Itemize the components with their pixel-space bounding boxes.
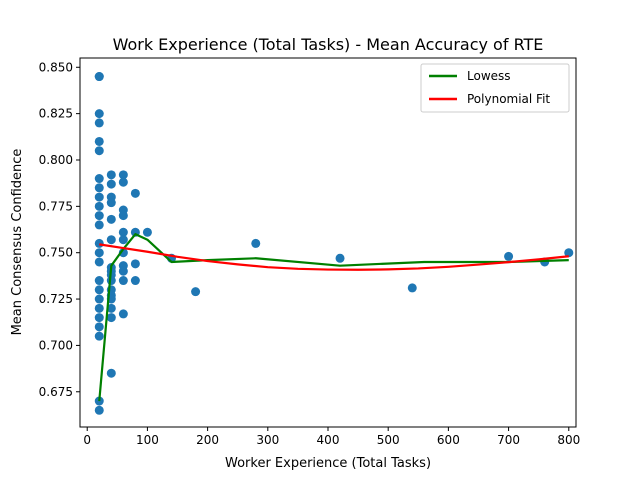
x-tick-label: 100 — [136, 433, 159, 447]
scatter-point — [118, 177, 128, 187]
x-tick-label: 400 — [317, 433, 340, 447]
y-axis-label: Mean Consensus Confidence — [10, 149, 25, 336]
scatter-point — [94, 211, 104, 221]
legend: Lowess Polynomial Fit — [420, 63, 570, 113]
scatter-point — [106, 368, 116, 378]
scatter-point — [118, 235, 128, 245]
x-tick-label: 300 — [256, 433, 279, 447]
scatter-point — [94, 313, 104, 323]
scatter-point — [106, 179, 116, 189]
legend-label-polynomial: Polynomial Fit — [467, 92, 550, 106]
scatter-point — [94, 146, 104, 156]
polynomial-fit-line — [99, 243, 569, 271]
scatter-point — [94, 72, 104, 82]
scatter-point — [118, 211, 128, 221]
scatter-point — [94, 285, 104, 295]
x-tick-label: 800 — [557, 433, 580, 447]
chart-title: Work Experience (Total Tasks) - Mean Acc… — [113, 35, 544, 54]
scatter-point — [94, 405, 104, 415]
scatter-point — [94, 201, 104, 211]
scatter-point — [118, 309, 128, 319]
scatter-point — [504, 251, 514, 261]
scatter-point — [94, 118, 104, 128]
x-tick-label: 600 — [437, 433, 460, 447]
scatter-point — [564, 248, 574, 258]
y-tick-label: 0.675 — [39, 385, 73, 399]
lowess-line — [98, 233, 569, 402]
y-ticks: 0.675 0.700 0.725 0.750 0.775 0.800 0.825 0.850 — [39, 60, 80, 399]
scatter-point — [94, 294, 104, 304]
x-tick-label: 200 — [196, 433, 219, 447]
scatter-point — [106, 313, 116, 323]
scatter-point — [106, 198, 116, 208]
y-tick-label: 0.825 — [39, 107, 73, 121]
y-tick-label: 0.800 — [39, 153, 73, 167]
x-tick-label: 0 — [83, 433, 91, 447]
legend-box — [420, 63, 570, 113]
y-tick-label: 0.725 — [39, 292, 73, 306]
scatter-point — [106, 170, 116, 180]
scatter-point — [94, 192, 104, 202]
scatter-point — [118, 227, 128, 237]
x-tick-label: 700 — [497, 433, 520, 447]
scatter-point — [335, 253, 345, 263]
scatter-point — [94, 220, 104, 230]
scatter-point — [94, 136, 104, 146]
x-axis-label: Worker Experience (Total Tasks) — [225, 456, 431, 471]
marks — [94, 72, 574, 415]
scatter-point — [94, 248, 104, 258]
scatter-point — [118, 266, 128, 276]
scatter-point — [106, 303, 116, 313]
scatter-point — [94, 331, 104, 341]
scatter-point — [130, 276, 140, 286]
scatter-point — [94, 303, 104, 313]
y-tick-label: 0.850 — [39, 60, 73, 74]
plot-frame — [79, 57, 577, 428]
scatter-point — [118, 170, 128, 180]
scatter-point — [191, 287, 201, 297]
x-ticks: 0 100 200 300 400 500 600 700 800 — [83, 427, 580, 447]
scatter-point — [94, 322, 104, 332]
scatter-point — [130, 259, 140, 269]
scatter-point — [118, 276, 128, 286]
x-tick-label: 500 — [377, 433, 400, 447]
scatter-point — [106, 214, 116, 224]
scatter-point — [251, 238, 261, 248]
scatter-point — [94, 276, 104, 286]
y-tick-label: 0.750 — [39, 246, 73, 260]
scatter-point — [106, 235, 116, 245]
scatter-point — [94, 183, 104, 193]
scatter-point — [130, 188, 140, 198]
y-tick-label: 0.700 — [39, 338, 73, 352]
scatter-point — [94, 257, 104, 267]
scatter-point — [94, 174, 104, 184]
scatter-point — [94, 109, 104, 119]
scatter-point — [407, 283, 417, 293]
scatter-point — [94, 238, 104, 248]
scatter-point — [142, 227, 152, 237]
y-tick-label: 0.775 — [39, 199, 73, 213]
legend-label-lowess: Lowess — [467, 69, 511, 83]
